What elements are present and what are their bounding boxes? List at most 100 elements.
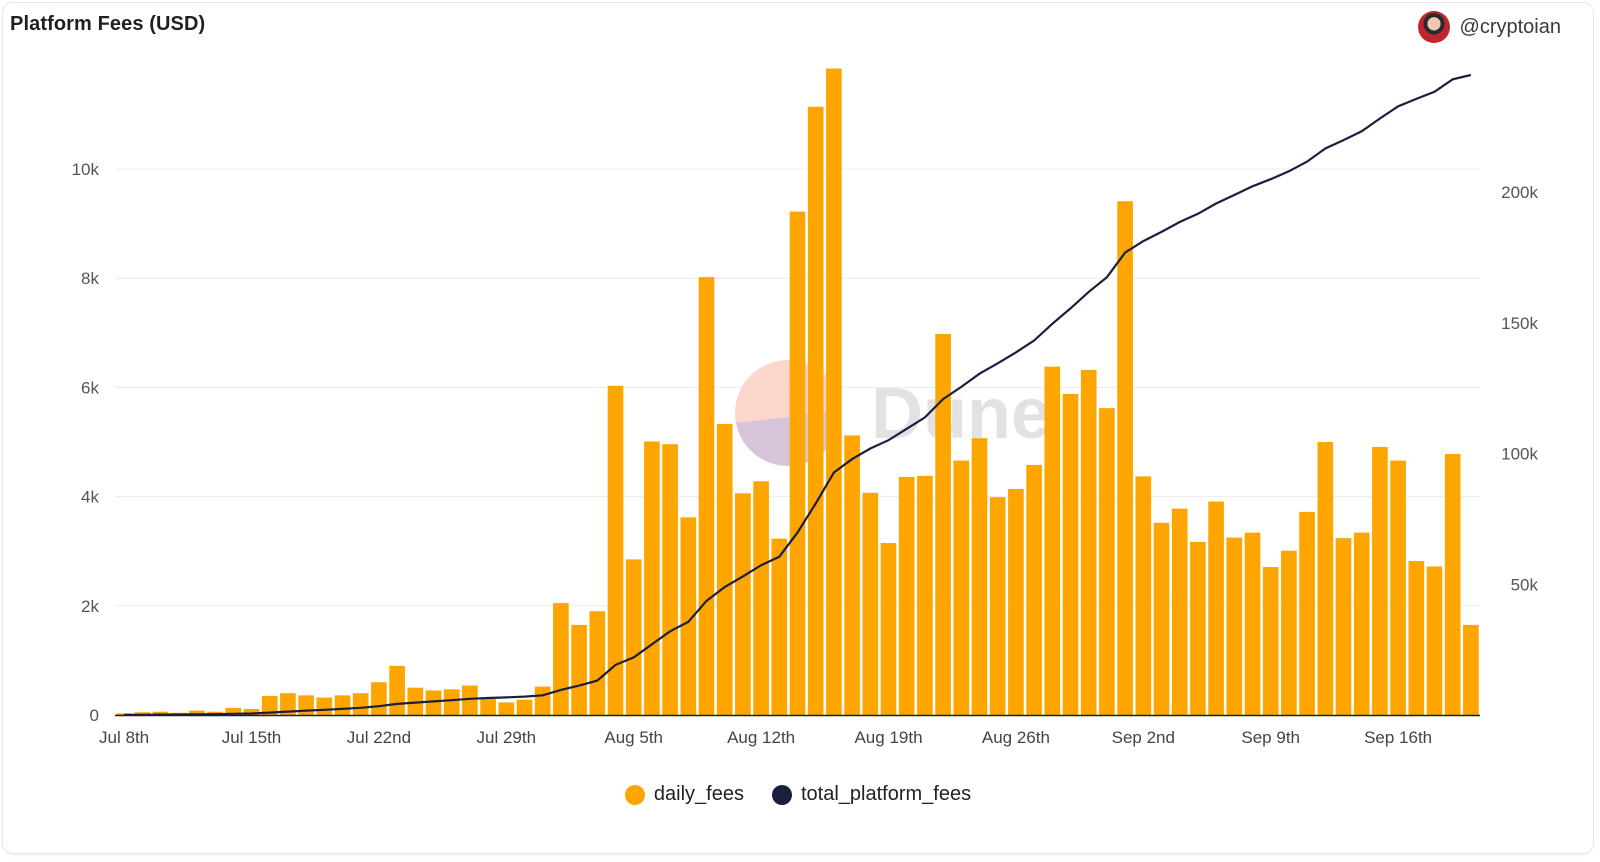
x-tick-label: Sep 2nd bbox=[1112, 728, 1175, 747]
y-axis-right: 50k 100k 150k 200k bbox=[1501, 183, 1538, 594]
x-tick-label: Aug 26th bbox=[982, 728, 1050, 747]
dune-watermark: Dune bbox=[735, 360, 1051, 466]
author-name[interactable]: @cryptoian bbox=[1459, 15, 1561, 38]
x-tick-label: Sep 9th bbox=[1241, 728, 1300, 747]
bar bbox=[189, 710, 205, 715]
bar bbox=[498, 702, 515, 715]
bar bbox=[625, 559, 642, 715]
bar bbox=[352, 693, 369, 715]
y-left-tick-label: 0 bbox=[90, 706, 99, 725]
y-right-tick-label: 150k bbox=[1501, 314, 1538, 333]
bar bbox=[152, 711, 169, 715]
bar bbox=[644, 441, 660, 715]
legend: daily_fees total_platform_fees bbox=[3, 783, 1593, 806]
bar bbox=[243, 708, 260, 715]
bar bbox=[1099, 408, 1115, 715]
bar bbox=[662, 444, 678, 715]
bar bbox=[371, 682, 387, 715]
legend-label-daily-fees: daily_fees bbox=[653, 783, 744, 805]
bar bbox=[1299, 511, 1315, 715]
bar bbox=[880, 543, 897, 715]
bar bbox=[607, 385, 624, 715]
avatar-icon bbox=[1417, 11, 1450, 43]
bar bbox=[862, 492, 879, 715]
bar bbox=[1262, 567, 1279, 715]
bar bbox=[480, 698, 496, 715]
y-left-tick-label: 8k bbox=[81, 269, 99, 288]
bar bbox=[261, 695, 278, 715]
bar bbox=[1026, 464, 1042, 715]
bar bbox=[735, 493, 751, 715]
bar bbox=[917, 475, 933, 715]
chart-plot: Dune 0 2k 4k 6k 8k 10k 50k 100k 150k 200k Jul 8t… bbox=[72, 68, 1538, 747]
x-tick-label: Aug 19th bbox=[854, 728, 922, 747]
bar bbox=[389, 665, 405, 715]
bar bbox=[1171, 508, 1188, 715]
bar bbox=[898, 476, 915, 715]
bar bbox=[1044, 366, 1061, 715]
bar bbox=[534, 686, 551, 715]
legend-dot-total-platform-fees bbox=[771, 784, 792, 805]
bar bbox=[443, 689, 460, 715]
bar bbox=[1317, 442, 1334, 715]
bar bbox=[425, 690, 442, 715]
y-right-tick-label: 50k bbox=[1511, 575, 1539, 594]
bar bbox=[935, 333, 951, 715]
bar bbox=[334, 695, 351, 715]
y-left-tick-label: 10k bbox=[72, 160, 100, 179]
bar bbox=[571, 624, 587, 715]
bar bbox=[1281, 550, 1297, 715]
bar bbox=[1062, 393, 1079, 715]
bar bbox=[771, 538, 788, 715]
bar bbox=[680, 517, 697, 715]
bar bbox=[807, 106, 824, 716]
bar bbox=[1390, 460, 1406, 715]
legend-item-daily-fees[interactable]: daily_fees bbox=[624, 783, 744, 806]
chart-title: Platform Fees (USD) bbox=[10, 13, 206, 35]
bar bbox=[1463, 624, 1479, 715]
bar bbox=[298, 695, 314, 715]
line-series-total-platform-fees bbox=[124, 73, 1472, 716]
x-tick-label: Sep 16th bbox=[1364, 728, 1432, 747]
bar bbox=[1335, 538, 1352, 715]
legend-dot-daily-fees bbox=[624, 784, 645, 805]
bar bbox=[971, 438, 988, 715]
bar bbox=[1153, 522, 1170, 715]
bar bbox=[462, 685, 478, 715]
bar bbox=[753, 481, 769, 715]
bar bbox=[316, 697, 333, 715]
y-right-tick-label: 100k bbox=[1501, 445, 1538, 464]
bar bbox=[1372, 446, 1388, 715]
bar bbox=[698, 277, 715, 715]
x-tick-label: Jul 22nd bbox=[347, 728, 411, 747]
author-badge[interactable]: @cryptoian bbox=[1417, 11, 1561, 43]
bar bbox=[1226, 537, 1243, 715]
bar bbox=[553, 603, 569, 715]
bar bbox=[1353, 532, 1370, 715]
bar bbox=[1444, 454, 1461, 715]
y-left-tick-label: 6k bbox=[81, 378, 99, 397]
bar bbox=[1135, 476, 1152, 715]
legend-item-total-platform-fees[interactable]: total_platform_fees bbox=[771, 783, 971, 806]
x-axis: Jul 8th Jul 15th Jul 22nd Jul 29th Aug 5th Au… bbox=[99, 714, 1480, 747]
bar bbox=[1244, 532, 1261, 715]
x-tick-label: Jul 29th bbox=[477, 728, 537, 747]
y-axis-left: 0 2k 4k 6k 8k 10k bbox=[72, 160, 100, 725]
bar bbox=[280, 693, 296, 715]
x-tick-label: Aug 12th bbox=[727, 728, 795, 747]
bar bbox=[134, 712, 151, 715]
bar bbox=[844, 435, 860, 715]
bar bbox=[1408, 561, 1425, 715]
bar bbox=[589, 611, 606, 715]
bar bbox=[716, 423, 733, 715]
bar bbox=[407, 687, 424, 715]
bar-series-daily-fees bbox=[116, 68, 1479, 716]
bar bbox=[989, 497, 1006, 715]
bar bbox=[516, 699, 533, 715]
bar bbox=[1208, 501, 1224, 715]
bar bbox=[1117, 201, 1133, 716]
bar bbox=[1426, 566, 1443, 715]
bar bbox=[1190, 541, 1206, 715]
bar bbox=[225, 707, 242, 715]
bar bbox=[1080, 369, 1097, 715]
